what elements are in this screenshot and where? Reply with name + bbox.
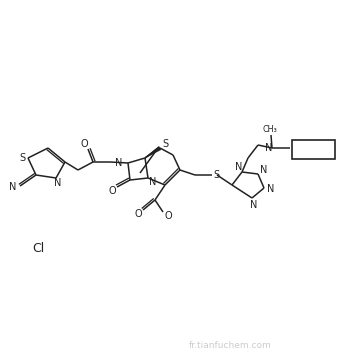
Text: Chiral: Chiral — [298, 145, 328, 155]
Text: N: N — [250, 200, 258, 210]
Text: N: N — [265, 143, 273, 153]
Polygon shape — [145, 146, 161, 158]
Text: O: O — [164, 211, 172, 221]
Text: O: O — [80, 139, 88, 149]
Text: O: O — [108, 186, 116, 196]
Text: N: N — [9, 182, 17, 192]
Text: S: S — [19, 153, 25, 163]
Text: N: N — [267, 184, 275, 194]
Text: Cl: Cl — [32, 242, 44, 255]
Text: fr.tianfuchem.com: fr.tianfuchem.com — [189, 342, 271, 351]
Text: S: S — [162, 139, 168, 149]
Text: N: N — [54, 178, 62, 188]
Text: N: N — [115, 158, 122, 168]
Text: N: N — [235, 162, 243, 172]
Text: N: N — [149, 177, 157, 187]
Text: N: N — [260, 165, 268, 175]
Text: CH₃: CH₃ — [263, 125, 277, 134]
FancyBboxPatch shape — [292, 140, 334, 158]
Text: O: O — [134, 209, 142, 219]
Text: S: S — [213, 170, 219, 180]
